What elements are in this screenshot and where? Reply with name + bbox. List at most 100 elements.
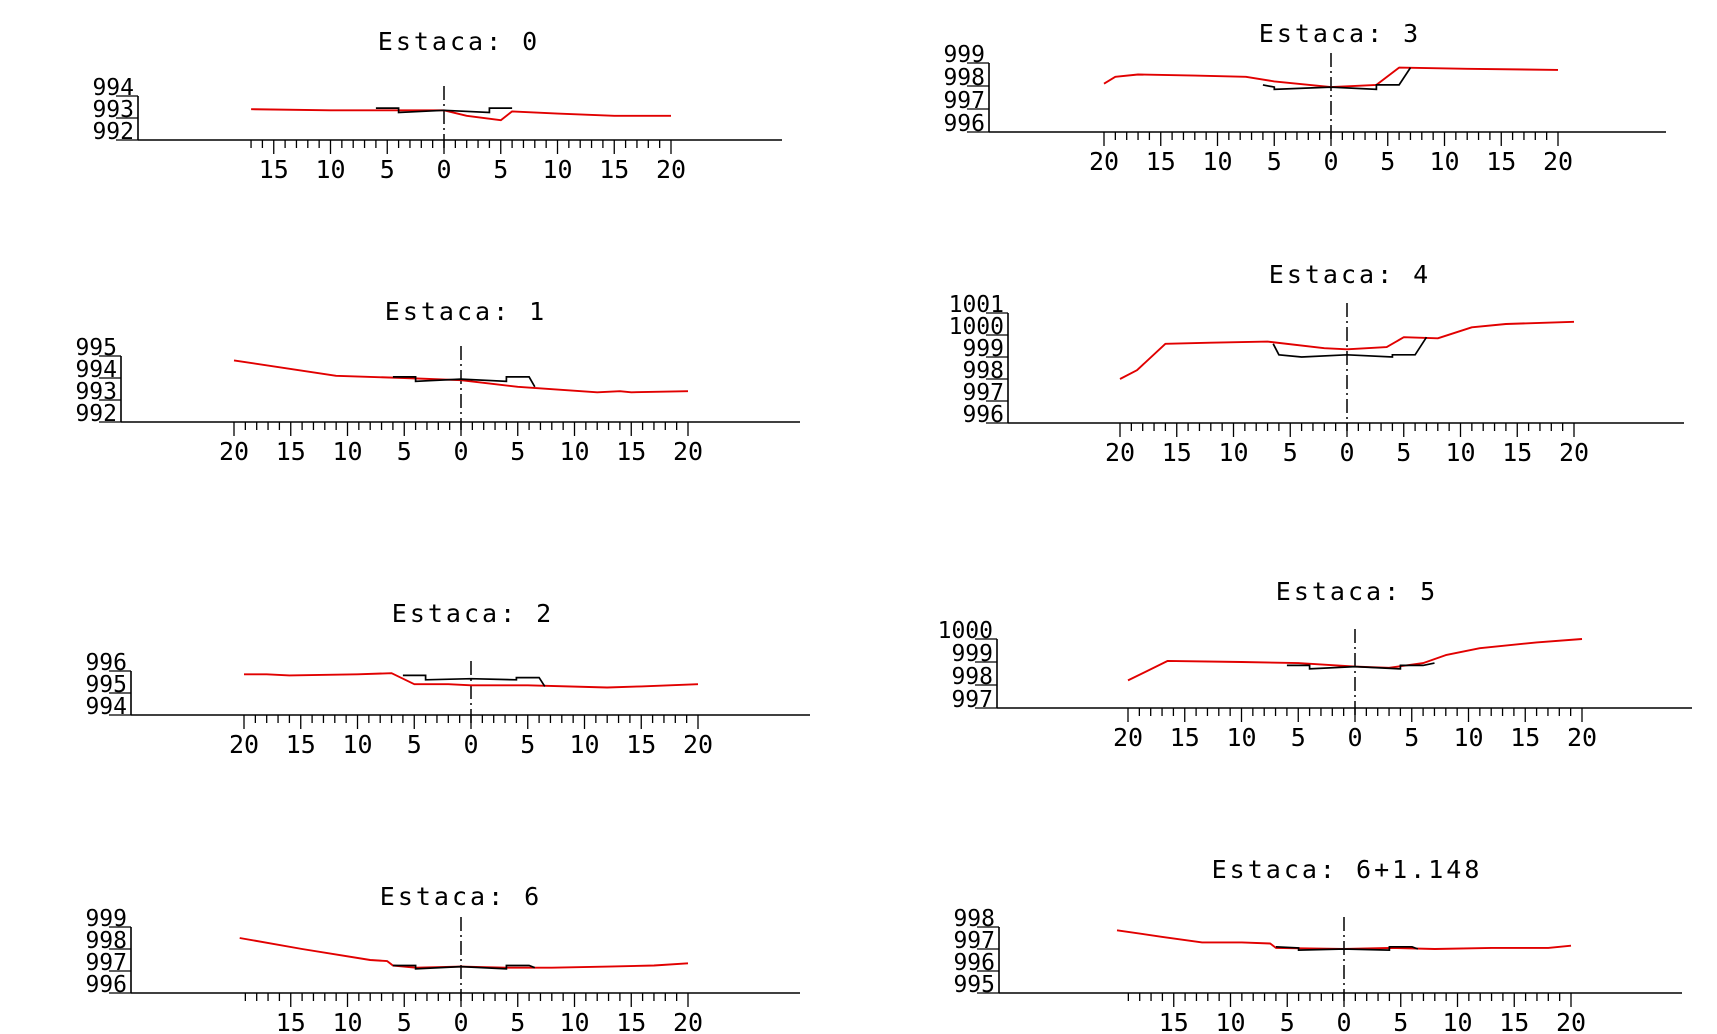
project-section-line <box>392 376 536 388</box>
terrain-profile-line <box>1116 929 1572 950</box>
x-tick-label: 15 <box>1162 438 1192 467</box>
x-tick-label: 0 <box>1339 438 1354 467</box>
y-tick-label: 999 <box>943 42 985 68</box>
y-tick-label: 998 <box>943 65 985 91</box>
y-tick-label: 994 <box>85 694 127 720</box>
x-tick-label: 10 <box>1226 723 1256 752</box>
x-tick-label: 20 <box>1567 723 1597 752</box>
y-tick-label: 995 <box>85 672 127 698</box>
section-title: Estaca: 0 <box>378 27 540 56</box>
x-tick-label: 15 <box>599 155 629 184</box>
terrain-profile-line <box>239 937 689 969</box>
project-section-line <box>392 964 536 970</box>
y-tick-label: 995 <box>75 335 117 361</box>
project-section-line <box>1272 336 1428 358</box>
project-section-line <box>402 674 546 687</box>
section-title: Estaca: 6+1.148 <box>1212 855 1483 884</box>
project-section-line <box>1275 945 1419 951</box>
y-tick-label: 1001 <box>949 292 1004 318</box>
y-tick-label: 1000 <box>949 314 1004 340</box>
x-tick-label: 5 <box>1280 1008 1295 1034</box>
x-tick-label: 5 <box>510 437 525 466</box>
x-tick-label: 5 <box>397 437 412 466</box>
y-tick-label: 996 <box>953 950 995 976</box>
x-tick-label: 10 <box>1218 438 1248 467</box>
x-tick-label: 0 <box>463 730 478 759</box>
x-tick-label: 15 <box>1510 723 1540 752</box>
y-tick-label: 998 <box>951 664 993 690</box>
y-tick-label: 996 <box>943 111 985 137</box>
x-tick-label: 15 <box>1146 147 1176 176</box>
x-tick-label: 20 <box>673 1008 703 1034</box>
section-title: Estaca: 5 <box>1276 577 1438 606</box>
x-tick-label: 15 <box>1170 723 1200 752</box>
x-tick-label: 10 <box>1445 438 1475 467</box>
x-tick-label: 5 <box>1393 1008 1408 1034</box>
y-tick-label: 997 <box>951 687 993 713</box>
y-tick-label: 992 <box>75 401 117 427</box>
x-tick-label: 10 <box>1429 147 1459 176</box>
x-tick-label: 5 <box>397 1008 412 1034</box>
section-title: Estaca: 1 <box>385 297 547 326</box>
x-tick-label: 15 <box>616 1008 646 1034</box>
x-tick-label: 15 <box>626 730 656 759</box>
x-tick-label: 10 <box>1453 723 1483 752</box>
y-tick-label: 995 <box>953 972 995 998</box>
x-tick-label: 10 <box>1215 1008 1245 1034</box>
x-tick-label: 10 <box>315 155 345 184</box>
y-tick-label: 998 <box>953 906 995 932</box>
y-tick-label: 997 <box>85 950 127 976</box>
x-tick-label: 10 <box>332 437 362 466</box>
x-tick-label: 0 <box>1323 147 1338 176</box>
y-tick-label: 998 <box>85 928 127 954</box>
y-tick-label: 999 <box>85 906 127 932</box>
x-tick-label: 20 <box>656 155 686 184</box>
y-tick-label: 996 <box>962 402 1004 428</box>
x-tick-label: 20 <box>683 730 713 759</box>
y-tick-label: 997 <box>943 88 985 114</box>
y-tick-label: 996 <box>85 650 127 676</box>
terrain-profile-line <box>251 108 671 122</box>
x-tick-label: 10 <box>332 1008 362 1034</box>
x-tick-label: 15 <box>1486 147 1516 176</box>
y-tick-label: 999 <box>962 336 1004 362</box>
x-tick-label: 5 <box>510 1008 525 1034</box>
x-tick-label: 20 <box>1556 1008 1586 1034</box>
x-tick-label: 20 <box>1105 438 1135 467</box>
x-tick-label: 5 <box>1283 438 1298 467</box>
x-tick-label: 5 <box>493 155 508 184</box>
x-tick-label: 5 <box>1380 147 1395 176</box>
x-tick-label: 15 <box>286 730 316 759</box>
x-tick-label: 15 <box>1499 1008 1529 1034</box>
section-title: Estaca: 2 <box>392 599 554 628</box>
y-tick-label: 999 <box>951 641 993 667</box>
x-tick-label: 5 <box>380 155 395 184</box>
y-tick-label: 998 <box>962 358 1004 384</box>
x-tick-label: 15 <box>276 1008 306 1034</box>
y-tick-label: 992 <box>92 119 134 145</box>
x-tick-label: 20 <box>673 437 703 466</box>
terrain-profile-line <box>244 672 699 689</box>
x-tick-label: 0 <box>1347 723 1362 752</box>
x-tick-label: 15 <box>1159 1008 1189 1034</box>
x-tick-label: 20 <box>1543 147 1573 176</box>
x-tick-label: 20 <box>1113 723 1143 752</box>
x-tick-label: 5 <box>1267 147 1282 176</box>
y-tick-label: 997 <box>953 928 995 954</box>
section-title: Estaca: 3 <box>1259 19 1421 48</box>
terrain-profile-line <box>233 359 689 394</box>
x-tick-label: 20 <box>1089 147 1119 176</box>
y-tick-label: 994 <box>92 75 134 101</box>
x-tick-label: 10 <box>342 730 372 759</box>
x-tick-label: 5 <box>520 730 535 759</box>
x-tick-label: 15 <box>276 437 306 466</box>
x-tick-label: 0 <box>453 437 468 466</box>
x-tick-label: 0 <box>453 1008 468 1034</box>
x-tick-label: 0 <box>436 155 451 184</box>
x-tick-label: 5 <box>1291 723 1306 752</box>
